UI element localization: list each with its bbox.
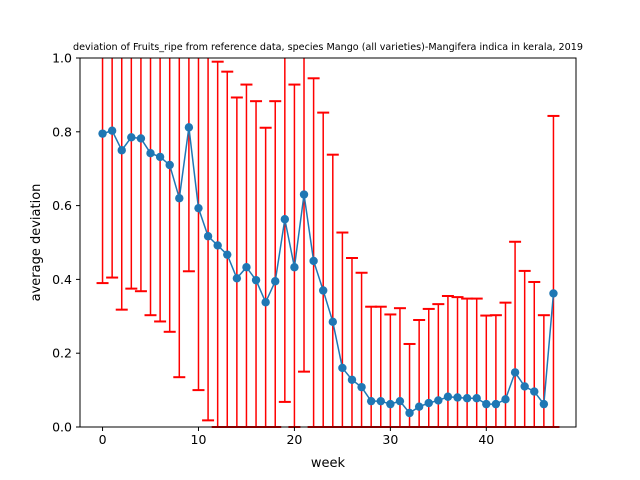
data-point: [251, 275, 261, 285]
data-points: [98, 123, 558, 418]
data-point: [155, 152, 165, 162]
data-point: [184, 123, 194, 132]
data-point: [539, 399, 549, 409]
data-point: [376, 396, 385, 406]
x-tick-label: 10: [191, 432, 207, 447]
y-axis-ticks: 0.0 0.2 0.4 0.6 0.8 1.0: [52, 51, 80, 435]
data-point: [510, 368, 520, 377]
data-point: [482, 399, 491, 409]
data-point: [386, 399, 395, 409]
data-point: [549, 289, 558, 298]
data-point: [175, 194, 184, 203]
data-point: [443, 392, 453, 401]
plot-area-frame: [79, 57, 577, 428]
data-point: [357, 382, 366, 392]
data-point: [472, 394, 481, 403]
y-tick-label: 0.4: [52, 272, 72, 287]
data-point: [213, 241, 222, 250]
data-point: [328, 317, 337, 327]
y-tick-label: 0.2: [52, 346, 72, 361]
data-point: [309, 256, 318, 266]
data-point: [223, 250, 232, 259]
data-point: [395, 396, 405, 406]
data-point: [165, 160, 174, 170]
data-point: [242, 263, 251, 272]
y-tick-label: 0.8: [52, 124, 72, 139]
data-point: [280, 215, 290, 224]
data-point: [491, 399, 501, 409]
data-point: [271, 277, 280, 286]
data-point: [98, 129, 107, 138]
x-axis-label: week: [311, 456, 346, 471]
data-point: [232, 274, 242, 283]
chart-title: deviation of Fruits_ripe from reference …: [73, 42, 583, 53]
y-tick-label: 1.0: [52, 51, 72, 66]
data-point: [146, 149, 155, 158]
data-point: [434, 396, 443, 405]
data-point: [520, 382, 529, 391]
data-point: [194, 203, 203, 213]
data-point: [405, 408, 414, 418]
x-tick-label: 0: [99, 432, 107, 447]
x-tick-label: 20: [286, 432, 302, 447]
data-point: [347, 375, 357, 384]
data-point: [462, 394, 472, 403]
data-point: [261, 298, 270, 307]
data-point: [107, 126, 117, 135]
data-point: [366, 396, 376, 406]
y-tick-label: 0.6: [52, 198, 72, 213]
data-point: [453, 393, 462, 402]
y-tick-label: 0.0: [52, 420, 72, 435]
data-point: [424, 398, 433, 408]
x-tick-label: 30: [382, 432, 398, 447]
x-axis-ticks: 0 10 20 30 40: [99, 427, 494, 447]
data-point: [501, 395, 510, 404]
data-point: [117, 146, 126, 155]
data-point: [338, 363, 347, 373]
error-bars: [96, 58, 560, 428]
data-point: [136, 134, 146, 143]
data-point: [299, 190, 309, 199]
data-point: [290, 263, 299, 272]
data-point: [414, 402, 424, 411]
data-point: [530, 387, 539, 396]
data-point: [203, 232, 213, 241]
data-point: [319, 286, 328, 295]
data-point: [127, 133, 136, 142]
y-axis-label: average deviation: [29, 184, 44, 302]
x-tick-label: 40: [478, 432, 494, 447]
